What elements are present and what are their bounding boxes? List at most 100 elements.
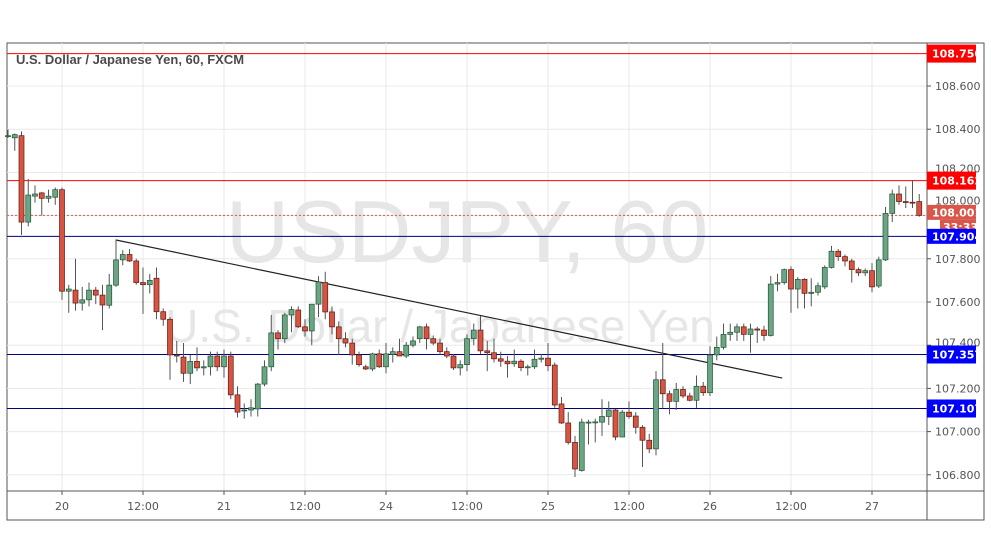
time-tick-label: 12:00 <box>289 500 321 513</box>
price-tag-resistance: 108.162 <box>932 175 982 188</box>
candle-body <box>268 332 275 368</box>
time-tick-label: 25 <box>541 500 555 513</box>
candle-down <box>59 187 65 300</box>
time-tick-label: 12:00 <box>451 500 483 513</box>
candle-body <box>632 415 639 428</box>
candle-down <box>302 319 308 337</box>
candle-down <box>430 335 437 346</box>
candle-body <box>180 356 187 374</box>
candle-body <box>713 347 720 356</box>
candle-body <box>119 254 126 261</box>
candle-body <box>281 314 288 340</box>
grid <box>7 43 927 491</box>
candle-body <box>842 256 848 262</box>
candle-body <box>99 294 106 306</box>
candle-down <box>551 362 558 408</box>
price-tag-support: 107.107 <box>932 402 982 415</box>
candle-down <box>612 408 619 441</box>
candle-body <box>693 385 700 401</box>
candle-body <box>869 270 875 288</box>
candle-up <box>747 323 754 353</box>
candle-down <box>680 386 686 399</box>
candle-body <box>558 403 565 424</box>
candle-up <box>781 268 788 285</box>
time-tick-label: 26 <box>703 500 717 513</box>
candle-up <box>200 360 207 376</box>
candle-body <box>457 364 464 369</box>
candle-up <box>794 277 801 309</box>
trendline-segment <box>115 239 783 379</box>
candle-up <box>875 256 882 288</box>
candle-body <box>585 421 592 424</box>
candle-down <box>686 392 693 402</box>
candle-up <box>5 129 11 138</box>
candle-body <box>396 351 403 357</box>
last-price-tag: 108.001 <box>932 206 982 219</box>
candle-body <box>72 289 79 304</box>
candle-body <box>443 351 450 357</box>
chart-frame <box>6 42 985 521</box>
candle-body <box>86 289 92 301</box>
candle-body <box>362 366 369 370</box>
candle-down <box>194 347 200 372</box>
time-tick-label: 12:00 <box>613 500 645 513</box>
candle-body <box>403 344 410 357</box>
candle-body <box>801 278 808 294</box>
candle-body <box>862 270 869 274</box>
candle-up <box>862 268 869 277</box>
candle-body <box>423 326 430 340</box>
candle-body <box>680 389 686 397</box>
candle-down <box>349 338 356 365</box>
trendline[interactable] <box>115 239 783 379</box>
candle-up <box>767 276 774 337</box>
time-tick-label: 27 <box>865 500 879 513</box>
candle-body <box>389 351 396 355</box>
time-tick-label: 12:00 <box>775 500 807 513</box>
candle-body <box>727 331 734 335</box>
candle-up <box>531 349 538 369</box>
candle-body <box>578 421 585 471</box>
candle-up <box>707 346 713 396</box>
candle-down <box>632 412 639 434</box>
candle-body <box>261 366 268 385</box>
time-axis[interactable]: 20 12:00 21 12:00 24 12:00 25 12:00 26 12:00 27 <box>55 491 879 513</box>
candle-up <box>882 206 889 261</box>
candle-body <box>349 342 356 356</box>
candle-up <box>538 353 545 363</box>
candle-body <box>275 332 281 340</box>
candle-down <box>173 340 180 363</box>
candle-body <box>214 355 221 368</box>
price-axis[interactable]: 106.800107.000107.200107.400107.600107.8… <box>927 80 981 482</box>
candle-up <box>619 410 626 438</box>
candle-up <box>261 360 268 387</box>
candle-body <box>734 326 740 333</box>
candle-body <box>909 201 916 204</box>
candle-body <box>639 426 646 441</box>
candle-up <box>727 323 734 341</box>
candle-up <box>416 325 423 344</box>
candle-down <box>180 343 187 382</box>
candle-body <box>491 352 497 360</box>
candle-body <box>855 269 862 274</box>
candle-body <box>342 338 349 344</box>
candle-up <box>308 303 315 346</box>
price-tick-label: 108.000 <box>935 194 981 207</box>
candle-body <box>227 355 234 396</box>
candle-body <box>113 259 119 286</box>
candle-body <box>92 289 99 296</box>
candle-body <box>781 269 788 283</box>
candle-down <box>646 433 653 454</box>
candle-down <box>38 191 45 216</box>
candle-body <box>470 329 477 340</box>
candle-up <box>457 360 464 376</box>
candle-down <box>666 390 673 415</box>
candle-body <box>524 366 531 369</box>
candle-body <box>369 353 376 370</box>
candle-up <box>821 265 828 290</box>
candle-up <box>315 276 322 318</box>
candle-down <box>322 271 329 320</box>
candle-body <box>538 357 545 360</box>
candle-body <box>518 360 524 369</box>
watermark-symbol: USDJPY, 60 <box>226 182 709 281</box>
